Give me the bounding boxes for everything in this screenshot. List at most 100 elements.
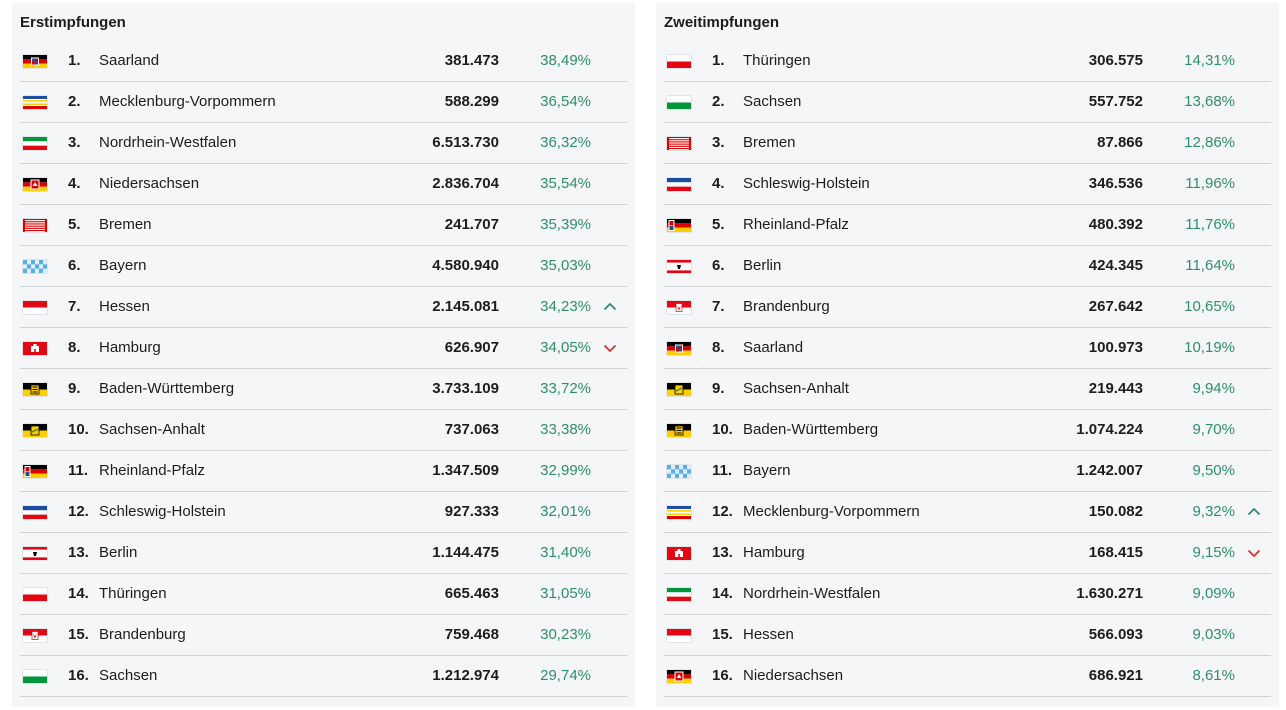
chevron-up-icon xyxy=(603,300,617,314)
rank: 11. xyxy=(68,462,89,479)
vaccination-percent: 34,05% xyxy=(540,339,591,356)
rank: 14. xyxy=(68,585,89,602)
table-row: 1. Saarland 381.473 38,49% xyxy=(20,41,627,82)
state-name: Hessen xyxy=(743,626,794,643)
rank: 8. xyxy=(712,339,725,356)
state-name: Nordrhein-Westfalen xyxy=(743,585,881,602)
vaccination-percent: 9,03% xyxy=(1192,626,1235,643)
table-row: 4. Niedersachsen 2.836.704 35,54% xyxy=(20,164,627,205)
vaccination-count: 87.866 xyxy=(1097,134,1143,151)
vaccination-percent: 9,50% xyxy=(1192,462,1235,479)
table-row: 12. Schleswig-Holstein 927.333 32,01% xyxy=(20,492,627,533)
rank: 5. xyxy=(68,216,81,233)
berlin-flag-icon xyxy=(23,547,47,560)
first-vaccinations-panel: Erstimpfungen 1. Saarland 381.473 38,49% 2. M… xyxy=(12,3,635,707)
bayern-flag-icon xyxy=(667,465,691,478)
table-row: 16. Sachsen 1.212.974 29,74% xyxy=(20,656,627,697)
second-vaccinations-panel: Zweitimpfungen 1. Thüringen 306.575 14,31% 2… xyxy=(656,3,1279,707)
table-row: 13. Hamburg 168.415 9,15% xyxy=(664,533,1271,574)
state-name: Brandenburg xyxy=(743,298,830,315)
panel-title: Zweitimpfungen xyxy=(664,14,779,31)
vaccination-percent: 33,38% xyxy=(540,421,591,438)
state-name: Schleswig-Holstein xyxy=(99,503,226,520)
vaccination-count: 1.242.007 xyxy=(1076,462,1143,479)
vaccination-count: 588.299 xyxy=(444,93,499,110)
state-name: Saarland xyxy=(99,52,160,69)
state-name: Hessen xyxy=(99,298,150,315)
table-row: 7. Hessen 2.145.081 34,23% xyxy=(20,287,627,328)
brandenburg-flag-icon xyxy=(23,629,47,642)
rank: 1. xyxy=(712,52,725,69)
vaccination-count: 2.836.704 xyxy=(432,175,499,192)
vaccination-percent: 10,65% xyxy=(1184,298,1235,315)
vaccination-percent: 11,64% xyxy=(1185,257,1235,274)
state-name: Berlin xyxy=(743,257,782,274)
brandenburg-flag-icon xyxy=(667,301,691,314)
rank: 16. xyxy=(712,667,733,684)
hessen-flag-icon xyxy=(23,301,47,314)
table-row: 3. Nordrhein-Westfalen 6.513.730 36,32% xyxy=(20,123,627,164)
sachsen-anhalt-flag-icon xyxy=(23,424,47,437)
vaccination-count: 267.642 xyxy=(1088,298,1143,315)
mecklenburg-vorpommern-flag-icon xyxy=(23,96,47,109)
vaccination-percent: 34,23% xyxy=(540,298,591,315)
vaccination-count: 2.145.081 xyxy=(432,298,499,315)
state-name: Bayern xyxy=(99,257,147,274)
table-row: 15. Brandenburg 759.468 30,23% xyxy=(20,615,627,656)
bremen-flag-icon xyxy=(667,137,691,150)
table-row: 16. Niedersachsen 686.921 8,61% xyxy=(664,656,1271,697)
vaccination-count: 927.333 xyxy=(444,503,499,520)
vaccination-count: 168.415 xyxy=(1088,544,1143,561)
vaccination-count: 150.082 xyxy=(1088,503,1143,520)
sachsen-flag-icon xyxy=(667,96,691,109)
state-name: Mecklenburg-Vorpommern xyxy=(99,93,276,110)
state-name: Nordrhein-Westfalen xyxy=(99,134,237,151)
table-row: 8. Saarland 100.973 10,19% xyxy=(664,328,1271,369)
vaccination-count: 1.212.974 xyxy=(432,667,499,684)
rank: 15. xyxy=(68,626,89,643)
table-row: 14. Thüringen 665.463 31,05% xyxy=(20,574,627,615)
table-row: 9. Baden-Württemberg 3.733.109 33,72% xyxy=(20,369,627,410)
chevron-down-icon xyxy=(603,341,617,355)
state-name: Sachsen xyxy=(99,667,158,684)
vaccination-percent: 35,39% xyxy=(540,216,591,233)
vaccination-percent: 32,99% xyxy=(540,462,591,479)
vaccination-percent: 31,40% xyxy=(540,544,591,561)
rank: 3. xyxy=(712,134,725,151)
thueringen-flag-icon xyxy=(23,588,47,601)
vaccination-percent: 33,72% xyxy=(540,380,591,397)
vaccination-percent: 13,68% xyxy=(1184,93,1235,110)
vaccination-count: 1.630.271 xyxy=(1076,585,1143,602)
vaccination-count: 557.752 xyxy=(1088,93,1143,110)
table-row: 13. Berlin 1.144.475 31,40% xyxy=(20,533,627,574)
table-row: 2. Mecklenburg-Vorpommern 588.299 36,54% xyxy=(20,82,627,123)
rank: 8. xyxy=(68,339,81,356)
vaccination-percent: 11,76% xyxy=(1185,216,1235,233)
niedersachsen-flag-icon xyxy=(667,670,691,683)
vaccination-count: 346.536 xyxy=(1088,175,1143,192)
rank: 11. xyxy=(712,462,733,479)
table-row: 12. Mecklenburg-Vorpommern 150.082 9,32% xyxy=(664,492,1271,533)
vaccination-count: 424.345 xyxy=(1088,257,1143,274)
state-name: Brandenburg xyxy=(99,626,186,643)
vaccination-percent: 36,54% xyxy=(540,93,591,110)
vaccination-percent: 35,03% xyxy=(540,257,591,274)
schleswig-holstein-flag-icon xyxy=(23,506,47,519)
state-name: Thüringen xyxy=(99,585,167,602)
hamburg-flag-icon xyxy=(23,342,47,355)
state-name: Rheinland-Pfalz xyxy=(743,216,849,233)
rank: 14. xyxy=(712,585,733,602)
nordrhein-westfalen-flag-icon xyxy=(667,588,691,601)
ranking-list: 1. Saarland 381.473 38,49% 2. Mecklenburg-Vor… xyxy=(20,41,627,697)
table-row: 6. Berlin 424.345 11,64% xyxy=(664,246,1271,287)
table-row: 1. Thüringen 306.575 14,31% xyxy=(664,41,1271,82)
rank: 1. xyxy=(68,52,81,69)
state-name: Rheinland-Pfalz xyxy=(99,462,205,479)
rank: 10. xyxy=(712,421,733,438)
state-name: Bremen xyxy=(743,134,796,151)
vaccination-count: 306.575 xyxy=(1088,52,1143,69)
mecklenburg-vorpommern-flag-icon xyxy=(667,506,691,519)
state-name: Hamburg xyxy=(743,544,805,561)
bayern-flag-icon xyxy=(23,260,47,273)
table-row: 6. Bayern 4.580.940 35,03% xyxy=(20,246,627,287)
